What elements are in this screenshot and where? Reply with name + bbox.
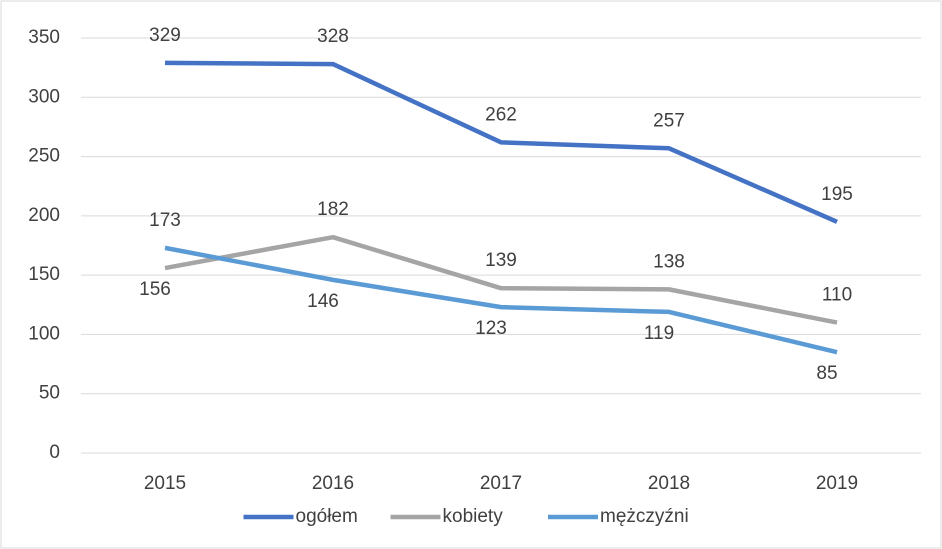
x-tick-label: 2018 (648, 473, 690, 494)
data-label: 328 (317, 26, 349, 47)
data-label: 173 (149, 210, 181, 231)
y-tick-label: 350 (28, 27, 60, 48)
x-tick-label: 2016 (312, 473, 354, 494)
y-tick-label: 200 (28, 205, 60, 226)
y-tick-label: 150 (28, 264, 60, 285)
data-label: 146 (307, 291, 339, 312)
y-tick-label: 0 (49, 442, 60, 463)
legend-label: mężczyźni (600, 506, 689, 527)
data-label: 182 (317, 199, 349, 220)
data-label: 195 (821, 184, 853, 205)
series-line (164, 60, 838, 224)
y-tick-label: 300 (28, 86, 60, 107)
series-line (164, 245, 838, 355)
data-label: 110 (822, 285, 852, 306)
y-tick-label: 250 (28, 146, 60, 167)
series-line (164, 234, 838, 325)
data-label: 138 (653, 251, 685, 272)
x-tick-label: 2017 (480, 473, 522, 494)
data-label: 85 (816, 363, 837, 384)
y-tick-label: 50 (39, 383, 60, 404)
legend-label: kobiety (443, 506, 504, 527)
data-label: 123 (475, 318, 507, 339)
data-label: 257 (653, 110, 685, 131)
data-label: 329 (149, 25, 181, 46)
data-label: 156 (139, 279, 171, 300)
legend-label: ogółem (296, 506, 358, 527)
data-label: 119 (644, 323, 674, 344)
x-tick-label: 2019 (816, 473, 858, 494)
x-tick-label: 2015 (144, 473, 186, 494)
data-label: 139 (485, 250, 517, 271)
data-label: 262 (485, 104, 517, 125)
y-tick-label: 100 (28, 323, 60, 344)
